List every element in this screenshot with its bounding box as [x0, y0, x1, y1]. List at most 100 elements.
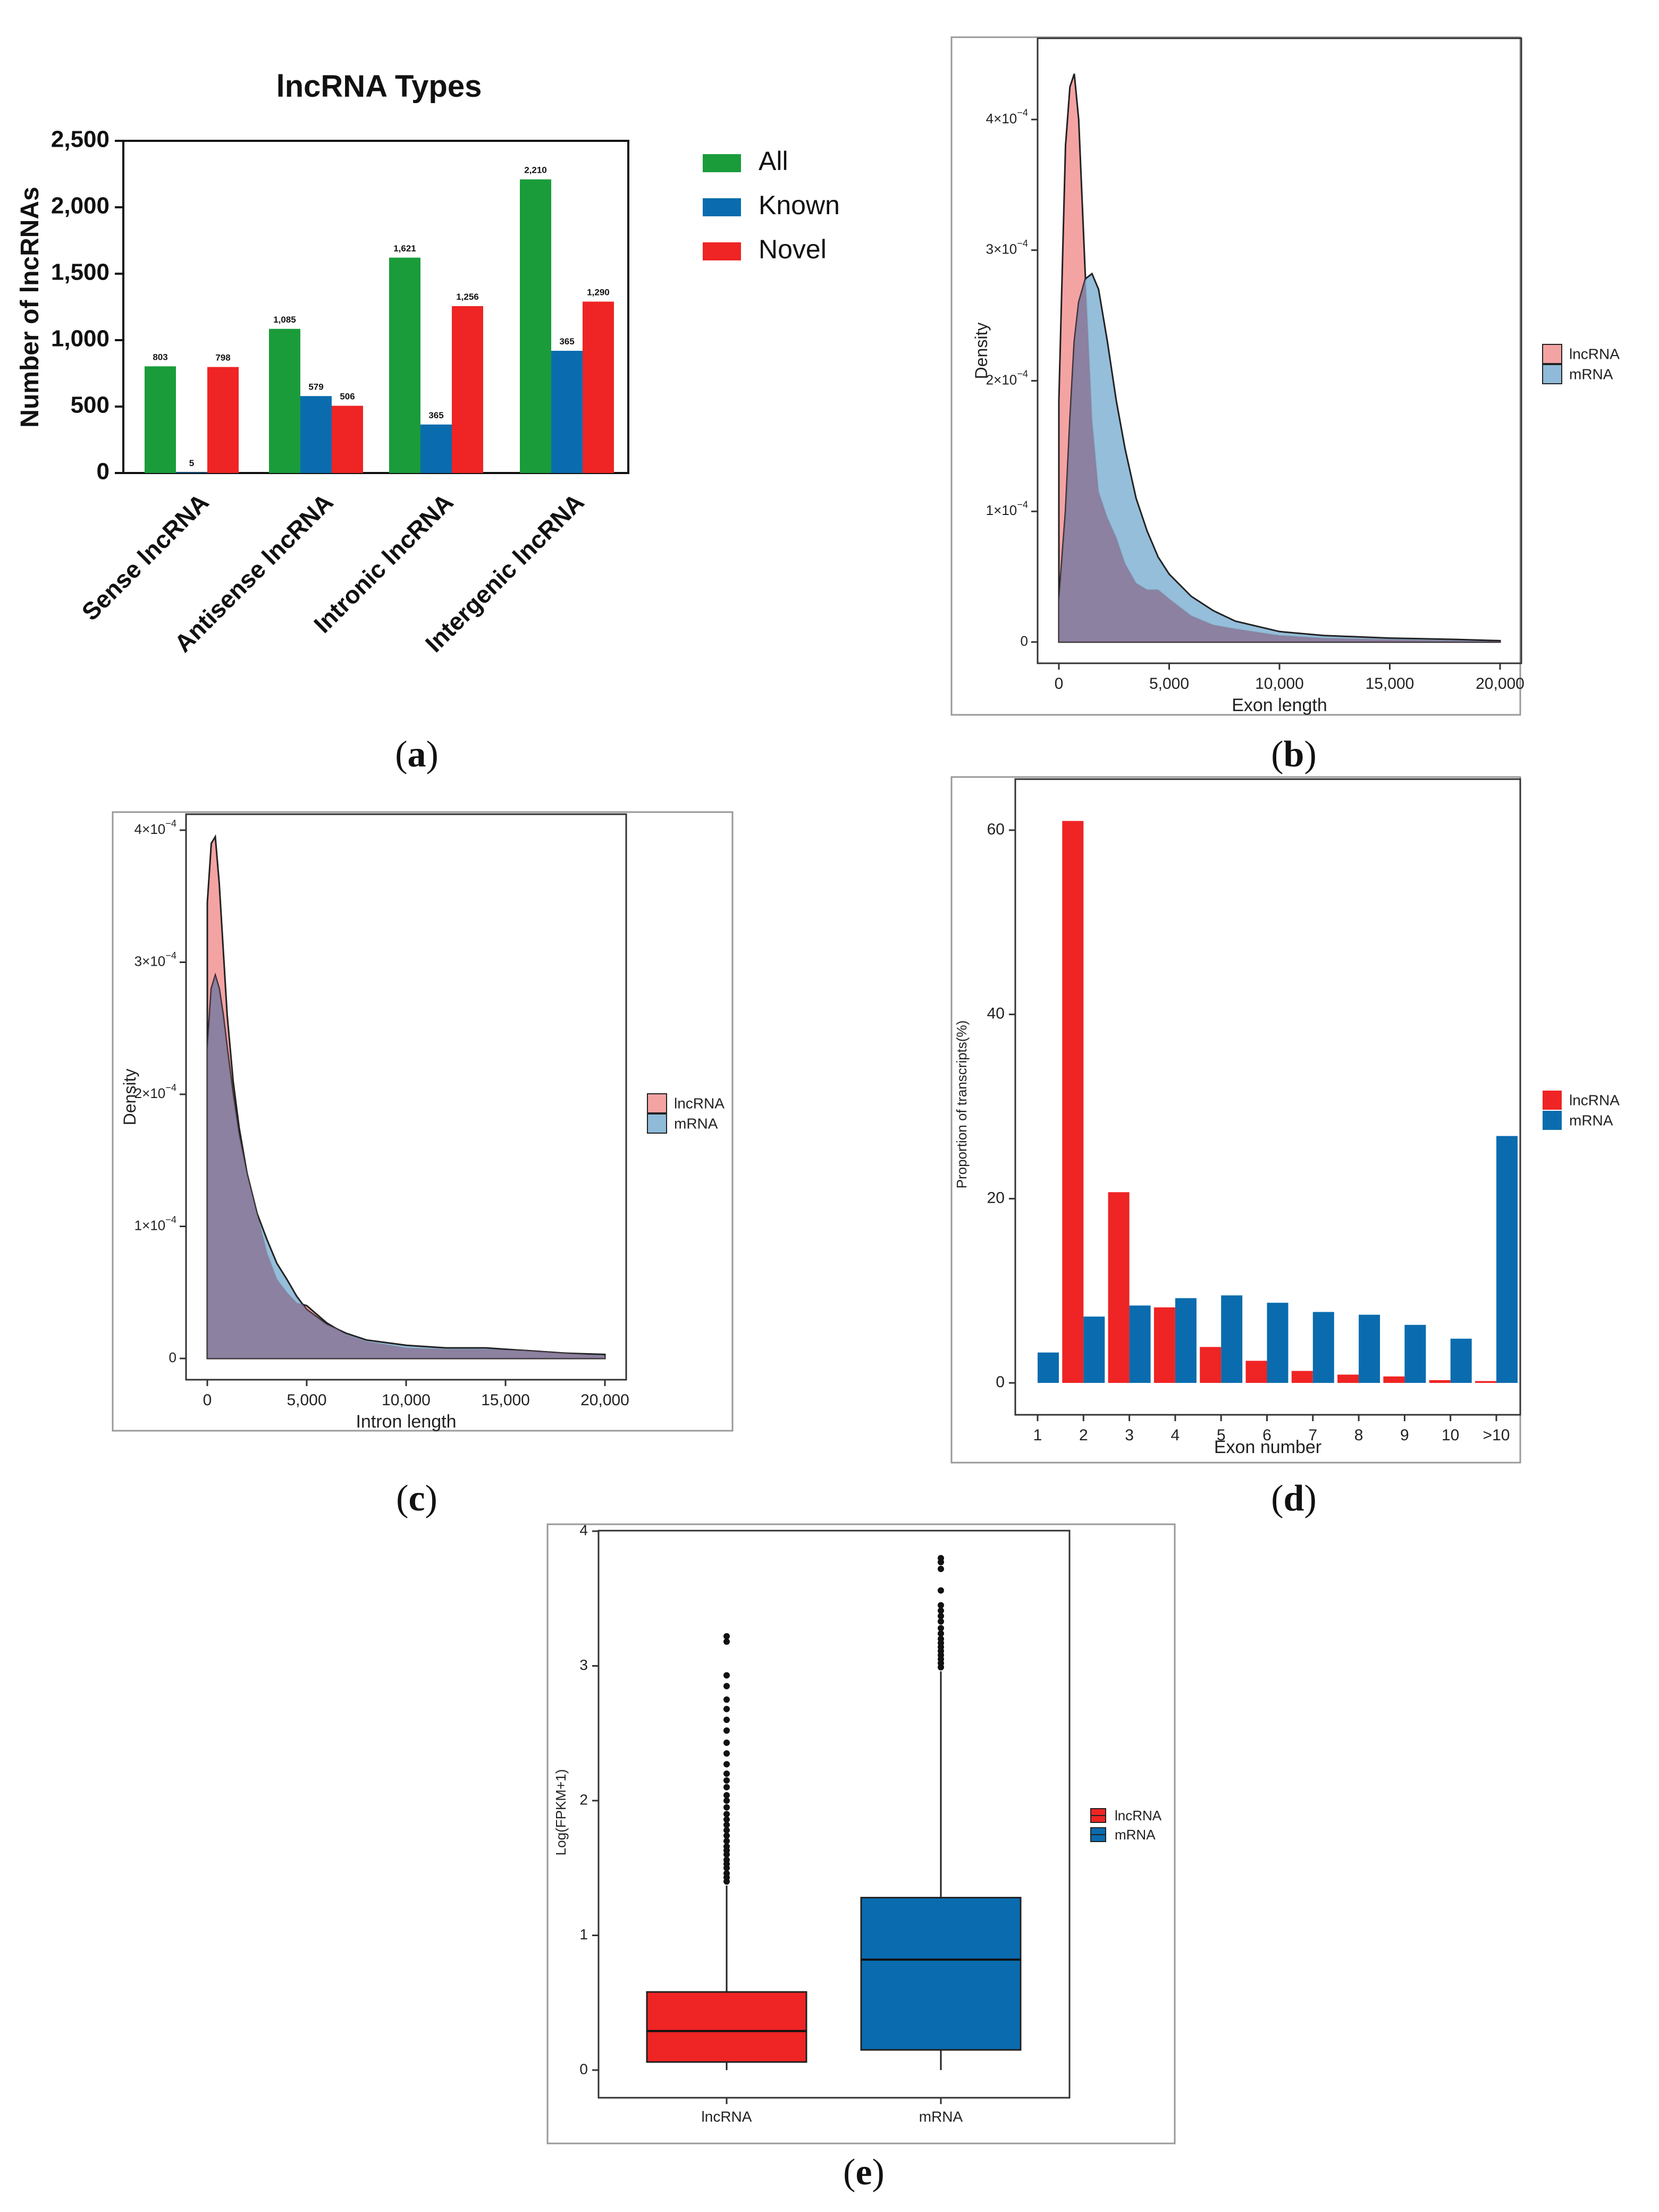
- bar-data-label: 1,256: [456, 292, 479, 302]
- bar-data-label: 798: [215, 353, 230, 363]
- bar-data-label: 1,085: [273, 315, 296, 325]
- y-tick-label: 1×10−4: [986, 499, 1028, 518]
- bar-lncrna: [1429, 1380, 1451, 1383]
- legend-label-known: Known: [759, 190, 840, 220]
- bar-all: [520, 179, 551, 473]
- x-tick-label: 3: [1125, 1426, 1134, 1444]
- outlier-point: [938, 1625, 944, 1632]
- legend-label-mrna: mRNA: [1569, 1112, 1613, 1128]
- outlier-point: [723, 1716, 730, 1723]
- box-mrna: [860, 1897, 1022, 2051]
- bar-mrna: [1221, 1295, 1243, 1383]
- bar-known: [176, 472, 207, 473]
- x-tick-label: 7: [1308, 1426, 1317, 1444]
- legend-swatch-lncrna: [1542, 344, 1562, 364]
- panel-label-d: (d): [1271, 1478, 1317, 1519]
- panel-a-bar-chart: lncRNA Types 0 500 1,000 1,500 2,000 2,500 Numb…: [16, 69, 840, 657]
- y-axis-label: Number of lncRNAs: [16, 187, 44, 427]
- bar-mrna: [1404, 1324, 1426, 1383]
- bar-data-label: 1,290: [587, 288, 610, 298]
- y-axis-label: Log(FPKM+1): [553, 1769, 569, 1856]
- outlier-point: [723, 1792, 730, 1799]
- x-tick-label: 5,000: [1149, 675, 1189, 693]
- outlier-point: [723, 1770, 730, 1777]
- legend-swatch-mrna: [1542, 364, 1562, 384]
- outlier-point: [723, 1633, 730, 1640]
- y-tick-label-exp: −4: [165, 1214, 176, 1225]
- y-tick-label: 3×10−4: [986, 238, 1028, 257]
- y-tick-label-exp: −4: [165, 1082, 176, 1093]
- panel-label-a: (a): [395, 734, 439, 775]
- y-tick-label: 2,000: [51, 193, 110, 219]
- y-tick-label-exp: −4: [1017, 499, 1028, 510]
- x-tick-label: 20,000: [1476, 675, 1525, 693]
- legend-label-lncrna: lncRNA: [1569, 345, 1620, 362]
- bar-data-label: 1,621: [393, 243, 416, 254]
- y-tick-label: 2,500: [51, 126, 110, 153]
- x-tick-label: 10,000: [1255, 675, 1304, 693]
- x-tick-label: 10,000: [382, 1391, 431, 1409]
- bar-lncrna: [1108, 1192, 1130, 1383]
- outlier-point: [723, 1696, 730, 1703]
- outlier-point: [723, 1827, 730, 1834]
- panel-label-e: (e): [843, 2152, 885, 2193]
- bar-novel: [332, 406, 363, 473]
- outlier-point: [723, 1761, 730, 1768]
- legend-swatch-lncrna: [1543, 1091, 1562, 1110]
- y-tick-label-exp: −4: [1017, 369, 1028, 379]
- outlier-point: [723, 1797, 730, 1804]
- outlier-point: [723, 1811, 730, 1818]
- box-lncrna: [646, 1991, 807, 2063]
- bar-data-label: 506: [340, 392, 355, 402]
- bar-lncrna: [1383, 1376, 1405, 1383]
- legend-label-lncrna: lncRNA: [1569, 1092, 1620, 1108]
- bar-lncrna: [1475, 1381, 1496, 1383]
- bar-all: [145, 366, 176, 473]
- panel-label-c: (c): [396, 1478, 437, 1519]
- y-tick-label: 0: [1021, 633, 1028, 649]
- chart-title: lncRNA Types: [276, 69, 482, 104]
- x-tick-label: 0: [203, 1391, 212, 1409]
- outlier-point: [723, 1856, 730, 1863]
- y-tick-label-exp: −4: [1017, 238, 1028, 249]
- y-tick-label-base: 1×10: [986, 502, 1017, 518]
- outer-frame: [950, 36, 1521, 716]
- x-tick-label: 8: [1354, 1426, 1363, 1444]
- outlier-point: [723, 1727, 730, 1734]
- y-tick-label: 4×10−4: [134, 818, 176, 837]
- outlier-point: [938, 1635, 944, 1642]
- y-tick-label: 0: [169, 1349, 176, 1365]
- bar-data-label: 803: [153, 352, 167, 362]
- bar-data-label: 2,210: [524, 165, 547, 175]
- y-axis-label: Density: [120, 1069, 139, 1126]
- y-tick-label: 3×10−4: [134, 950, 176, 969]
- outlier-point: [723, 1843, 730, 1850]
- outlier-point: [938, 1612, 944, 1619]
- x-tick-label: 5,000: [287, 1391, 326, 1409]
- outlier-point: [723, 1638, 730, 1645]
- x-tick-label: 0: [1055, 675, 1064, 693]
- y-tick-label: 0: [996, 1373, 1005, 1391]
- x-tick-label: lncRNA: [702, 2108, 752, 2125]
- x-axis-label: Exon length: [1232, 695, 1327, 715]
- x-tick-label: 15,000: [481, 1391, 530, 1409]
- bar-lncrna: [1245, 1361, 1267, 1383]
- x-tick-label: 2: [1079, 1426, 1088, 1444]
- bar-mrna: [1038, 1352, 1059, 1383]
- outlier-point: [723, 1816, 730, 1823]
- bar-data-label: 5: [189, 458, 194, 468]
- y-tick-label: 1,500: [51, 259, 110, 285]
- bar-lncrna: [1291, 1371, 1313, 1383]
- panel-e-expression-boxplot: lncRNA mRNA 0 1 2 3 4 Log(FPKM+1) lncRNA mRNA: [546, 1522, 1176, 2145]
- bar-mrna: [1083, 1316, 1105, 1383]
- y-tick-label: 2×10−4: [134, 1082, 176, 1101]
- bar-lncrna: [1153, 1307, 1175, 1383]
- bar-mrna: [1312, 1312, 1334, 1383]
- legend-label-mrna: mRNA: [1115, 1827, 1156, 1843]
- y-tick-label: 3: [579, 1657, 588, 1673]
- bar-novel: [583, 301, 614, 473]
- legend-swatch-lncrna: [647, 1093, 667, 1113]
- legend-label-mrna: mRNA: [674, 1115, 718, 1132]
- density-overlap: [1059, 273, 1500, 642]
- y-tick-label-exp: −4: [165, 950, 176, 961]
